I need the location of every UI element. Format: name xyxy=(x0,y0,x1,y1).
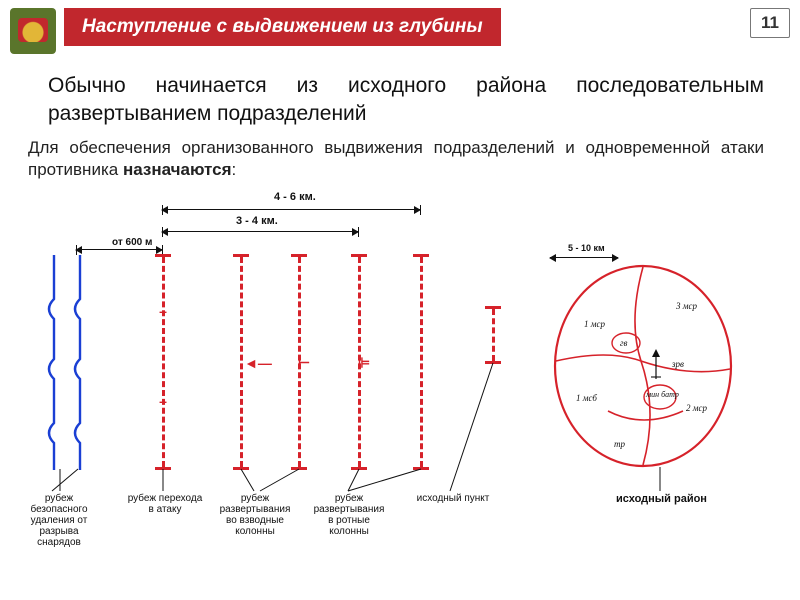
page-number: 11 xyxy=(750,8,790,38)
paragraph-2: Для обеспечения организованного выдвижен… xyxy=(0,133,800,191)
leader-area xyxy=(20,191,780,531)
caption-6: исходный район xyxy=(616,493,707,505)
emblem xyxy=(10,8,56,54)
para2-bold: назначаются xyxy=(123,160,232,179)
paragraph-1: Обычно начинается из исходного района по… xyxy=(0,54,800,133)
diagram: 4 - 6 км. 3 - 4 км. от 600 м – – ◄— ⊢ ⊫ … xyxy=(20,191,780,531)
para2-post: : xyxy=(232,160,237,179)
page-title: Наступление с выдвижением из глубины xyxy=(64,8,501,46)
